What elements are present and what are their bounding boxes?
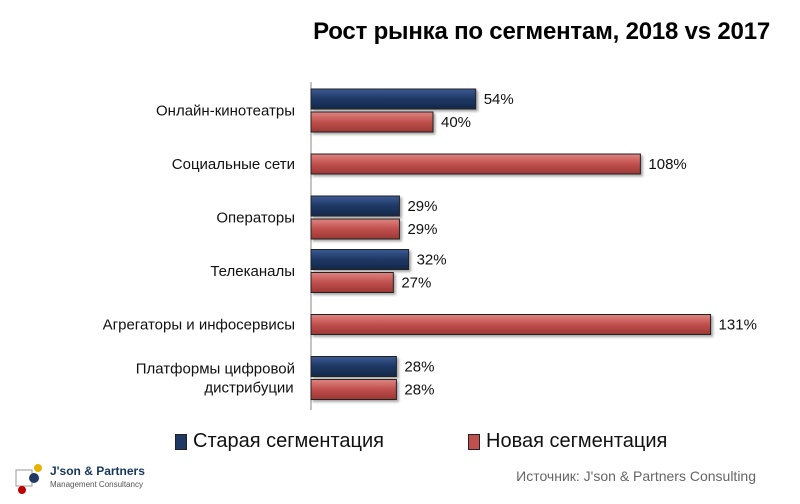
category-label-3: Телеканалы	[210, 263, 295, 280]
legend-swatch-old	[175, 433, 187, 450]
source-note: Источник: J'son & Partners Consulting	[516, 468, 756, 484]
logo-mark-icon	[15, 464, 42, 494]
bar-new-3	[310, 272, 394, 293]
value-label-old-5: 28%	[404, 359, 434, 376]
category-label-5: Платформы цифровой дистрибуции	[136, 361, 295, 397]
value-label-new-3: 27%	[401, 275, 431, 292]
logo-name: J'son & Partners	[50, 464, 145, 478]
chart-title: Рост рынка по сегментам, 2018 vs 2017	[313, 18, 770, 45]
logo-subtitle: Management Consultancy	[50, 480, 143, 489]
bar-old-3	[310, 249, 410, 270]
legend: Старая сегментация Новая сегментация	[0, 430, 800, 458]
category-label-0: Онлайн-кинотеатры	[156, 103, 295, 120]
value-label-new-1: 108%	[648, 156, 686, 173]
bar-old-5	[310, 356, 397, 377]
value-label-new-4: 131%	[719, 317, 757, 334]
value-label-new-2: 29%	[407, 221, 437, 238]
bar-new-1	[310, 153, 641, 175]
legend-label-old: Старая сегментация	[193, 430, 384, 452]
bar-new-0	[310, 111, 434, 133]
legend-label-new: Новая сегментация	[486, 430, 668, 452]
value-label-old-2: 29%	[407, 198, 437, 215]
legend-item-old: Старая сегментация	[175, 430, 384, 453]
bar-old-0	[310, 88, 477, 110]
company-logo: J'son & Partners Management Consultancy	[14, 462, 184, 498]
bar-chart: 54% 40% Онлайн-кинотеатры 108% Социальные се…	[103, 82, 757, 410]
legend-swatch-new	[468, 433, 480, 450]
bar-new-4	[310, 314, 712, 335]
value-label-old-3: 32%	[417, 252, 447, 269]
bar-new-5	[310, 379, 397, 400]
category-label-4: Агрегаторы и инфосервисы	[103, 317, 295, 334]
bar-new-2	[310, 218, 400, 240]
bar-old-2	[310, 195, 400, 217]
value-label-new-0: 40%	[441, 114, 471, 131]
value-label-old-0: 54%	[484, 91, 514, 108]
value-label-new-5: 28%	[404, 382, 434, 399]
category-label-1: Социальные сети	[172, 156, 295, 173]
category-label-2: Операторы	[216, 210, 295, 227]
legend-item-new: Новая сегментация	[468, 430, 667, 453]
